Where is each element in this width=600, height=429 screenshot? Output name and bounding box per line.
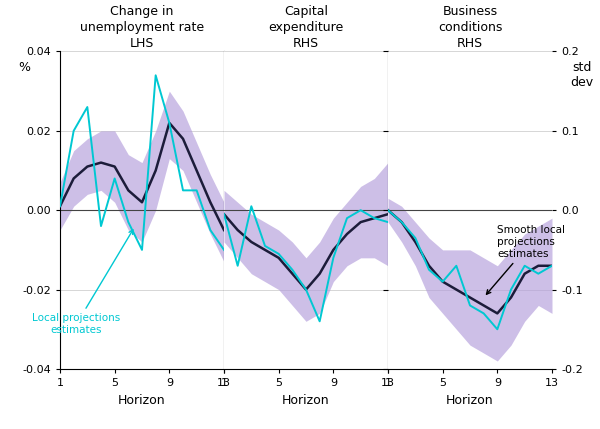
Text: Smooth local
projections
estimates: Smooth local projections estimates: [487, 225, 565, 294]
Text: Local projections
estimates: Local projections estimates: [32, 230, 133, 335]
X-axis label: Horizon: Horizon: [446, 393, 494, 407]
Text: %: %: [18, 61, 30, 74]
Title: Capital
expenditure
RHS: Capital expenditure RHS: [268, 5, 344, 50]
X-axis label: Horizon: Horizon: [118, 393, 166, 407]
Text: std
dev: std dev: [570, 61, 593, 89]
Title: Change in
unemployment rate
LHS: Change in unemployment rate LHS: [80, 5, 204, 50]
X-axis label: Horizon: Horizon: [282, 393, 330, 407]
Title: Business
conditions
RHS: Business conditions RHS: [438, 5, 502, 50]
